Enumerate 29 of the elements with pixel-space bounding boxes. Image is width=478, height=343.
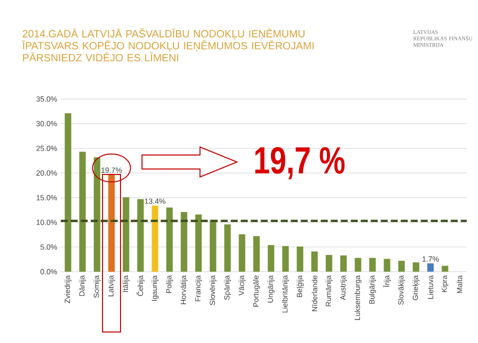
bar — [398, 260, 405, 272]
bar — [354, 258, 362, 272]
bar — [326, 254, 332, 272]
bar — [224, 224, 231, 272]
bar — [427, 263, 434, 272]
bar — [108, 174, 115, 272]
bar — [210, 220, 216, 272]
bar — [137, 199, 144, 272]
bar — [79, 152, 86, 272]
bar — [122, 197, 130, 272]
bar — [282, 246, 289, 272]
bar — [166, 208, 173, 272]
bar — [340, 255, 347, 272]
bar — [180, 212, 188, 272]
bar — [384, 258, 390, 272]
bar — [369, 258, 376, 272]
bar — [442, 266, 448, 272]
annotation: 19,7 % — [255, 146, 345, 180]
bar — [253, 236, 260, 272]
bar — [412, 262, 420, 272]
chart-title: 2014.GADĀ LATVIJĀ PAŠVALDĪBU NODOKĻU IEŅĒMUMU ĪPATSVARS KOPĒJO NODOKĻU IEŅĒMUMOS IEVĒROJAMI PĀRSNIEDZ VIDĒJO ES LĪMENI — [22, 28, 314, 62]
bar — [311, 251, 318, 272]
bar — [268, 245, 274, 272]
bar — [152, 206, 158, 272]
bar — [64, 113, 72, 272]
bar — [296, 246, 304, 272]
bar — [94, 157, 100, 272]
bar — [195, 214, 202, 272]
bar — [238, 234, 246, 272]
